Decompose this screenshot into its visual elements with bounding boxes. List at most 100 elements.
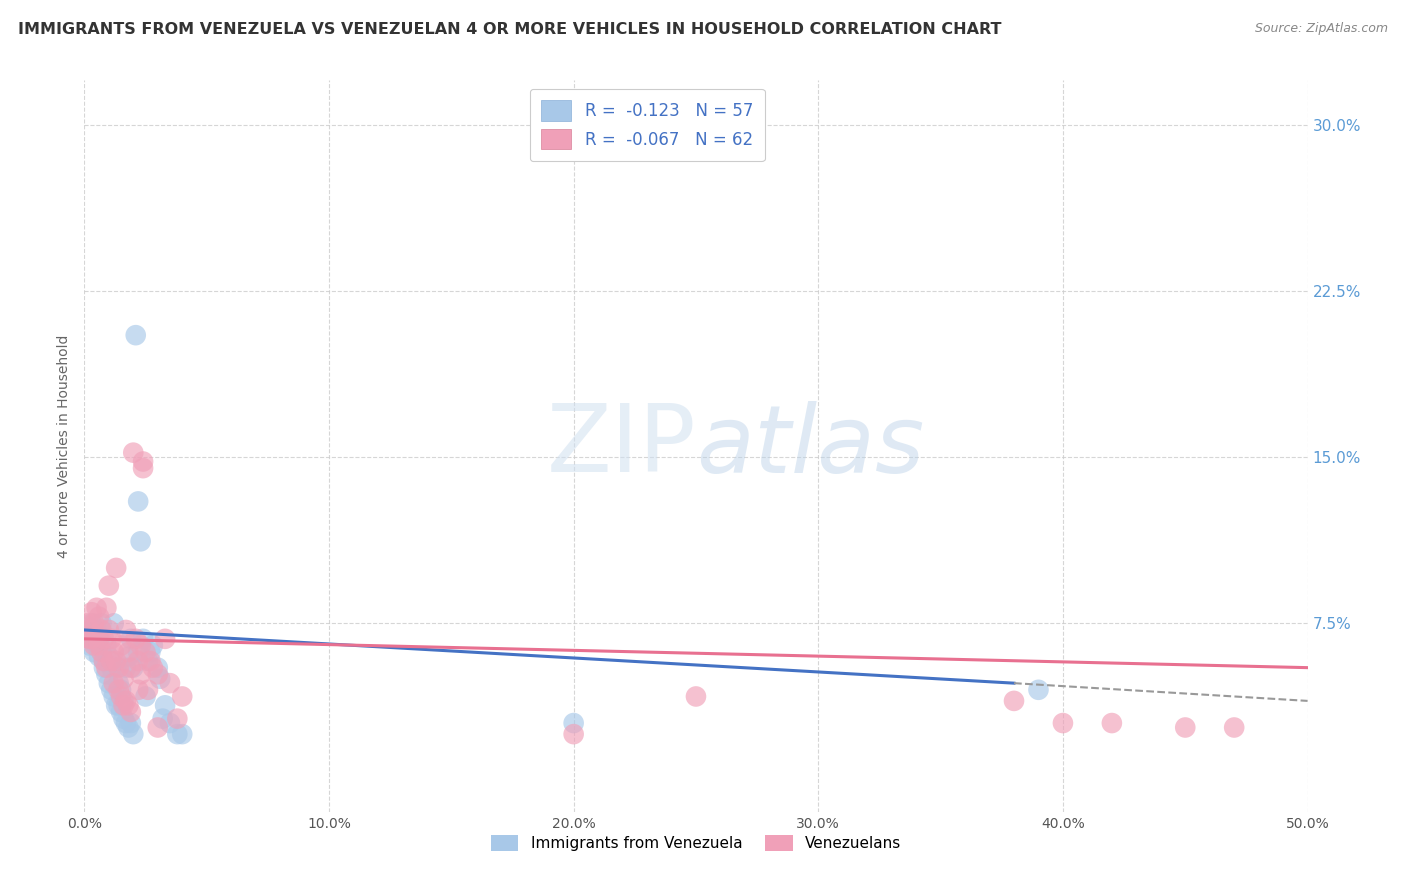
Point	[77, 632, 100, 646]
Point	[90, 645, 112, 659]
Point	[1002, 694, 1025, 708]
Point	[172, 690, 194, 704]
Point	[153, 632, 176, 646]
Point	[136, 654, 159, 668]
Point	[159, 676, 181, 690]
Point	[105, 698, 128, 713]
Point	[87, 639, 110, 653]
Point	[83, 616, 105, 631]
Point	[93, 654, 115, 668]
Point	[129, 639, 152, 653]
Y-axis label: 4 or more Vehicles in Household: 4 or more Vehicles in Household	[58, 334, 72, 558]
Point	[105, 654, 128, 668]
Point	[86, 600, 108, 615]
Point	[127, 494, 149, 508]
Point	[152, 712, 174, 726]
Point	[97, 649, 120, 664]
Point	[100, 654, 122, 668]
Point	[93, 660, 115, 674]
Point	[86, 623, 108, 637]
Point	[103, 645, 125, 659]
Point	[153, 698, 176, 713]
Point	[107, 660, 129, 674]
Point	[166, 712, 188, 726]
Point	[117, 649, 139, 664]
Point	[96, 600, 118, 615]
Point	[129, 667, 152, 681]
Point	[97, 676, 120, 690]
Point	[96, 639, 118, 653]
Point	[110, 705, 132, 719]
Point	[120, 716, 142, 731]
Point	[105, 561, 128, 575]
Point	[80, 632, 103, 646]
Point	[80, 627, 103, 641]
Point	[110, 639, 132, 653]
Point	[107, 676, 129, 690]
Point	[87, 649, 110, 664]
Point	[142, 660, 165, 674]
Point	[112, 698, 135, 713]
Point	[120, 660, 142, 674]
Point	[77, 632, 100, 646]
Point	[117, 645, 139, 659]
Point	[96, 667, 118, 681]
Point	[1174, 721, 1197, 735]
Point	[127, 682, 149, 697]
Text: IMMIGRANTS FROM VENEZUELA VS VENEZUELAN 4 OR MORE VEHICLES IN HOUSEHOLD CORRELAT: IMMIGRANTS FROM VENEZUELA VS VENEZUELAN …	[18, 22, 1002, 37]
Point	[76, 623, 98, 637]
Point	[112, 712, 135, 726]
Point	[93, 632, 115, 646]
Point	[83, 645, 105, 659]
Point	[107, 698, 129, 713]
Point	[159, 716, 181, 731]
Point	[97, 623, 120, 637]
Point	[115, 716, 138, 731]
Point	[146, 660, 169, 674]
Point	[127, 654, 149, 668]
Point	[132, 461, 155, 475]
Point	[122, 445, 145, 459]
Point	[86, 639, 108, 653]
Point	[87, 632, 110, 646]
Point	[139, 654, 162, 668]
Point	[103, 616, 125, 631]
Point	[77, 623, 100, 637]
Point	[562, 716, 585, 731]
Point	[90, 623, 112, 637]
Point	[139, 645, 162, 659]
Point	[115, 660, 138, 674]
Point	[86, 627, 108, 641]
Point	[125, 632, 148, 646]
Point	[136, 682, 159, 697]
Point	[132, 632, 155, 646]
Point	[100, 660, 122, 674]
Point	[132, 454, 155, 468]
Point	[122, 660, 145, 674]
Point	[142, 639, 165, 653]
Point	[77, 639, 100, 653]
Point	[149, 672, 172, 686]
Point	[112, 694, 135, 708]
Point	[110, 690, 132, 704]
Point	[96, 660, 118, 674]
Point	[129, 534, 152, 549]
Text: ZIP: ZIP	[547, 400, 696, 492]
Point	[146, 721, 169, 735]
Point	[1052, 716, 1074, 731]
Point	[117, 721, 139, 735]
Point	[100, 682, 122, 697]
Point	[90, 616, 112, 631]
Point	[110, 682, 132, 697]
Point	[127, 645, 149, 659]
Point	[97, 579, 120, 593]
Point	[100, 632, 122, 646]
Point	[115, 623, 138, 637]
Legend: Immigrants from Venezuela, Venezuelans: Immigrants from Venezuela, Venezuelans	[484, 827, 908, 859]
Text: atlas: atlas	[696, 401, 924, 491]
Point	[103, 676, 125, 690]
Point	[117, 698, 139, 713]
Point	[146, 667, 169, 681]
Point	[107, 682, 129, 697]
Text: Source: ZipAtlas.com: Source: ZipAtlas.com	[1254, 22, 1388, 36]
